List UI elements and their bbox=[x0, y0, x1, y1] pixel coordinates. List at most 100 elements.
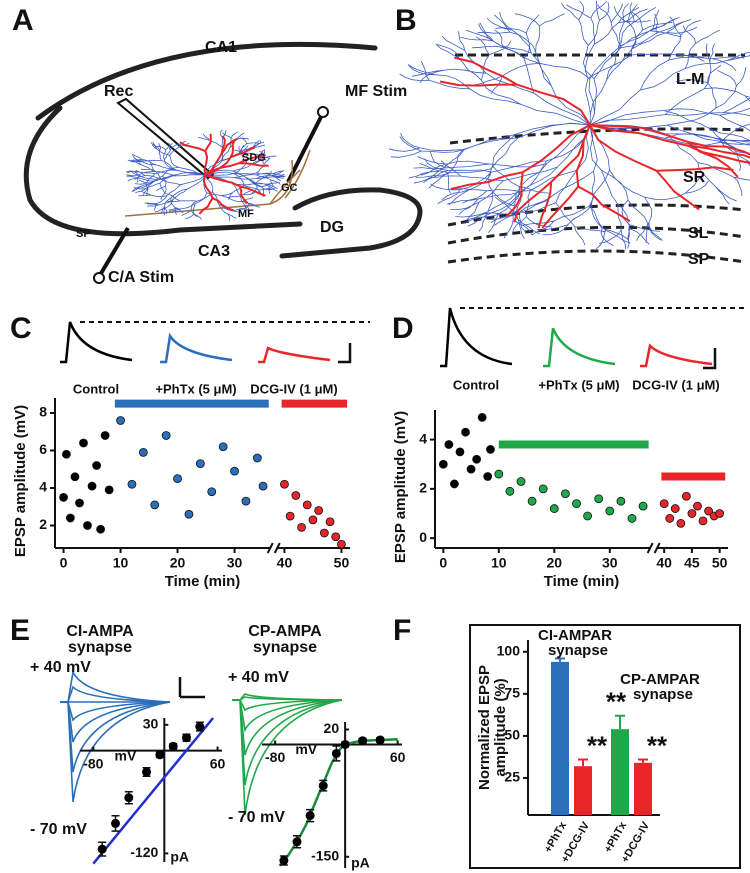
data-point bbox=[358, 736, 368, 746]
label: - 70 mV bbox=[228, 809, 285, 826]
label: synapse bbox=[633, 686, 693, 703]
data-point bbox=[472, 454, 482, 464]
data-point bbox=[698, 516, 708, 526]
data-point bbox=[79, 438, 88, 448]
data-point bbox=[111, 818, 120, 828]
label: MF bbox=[238, 208, 254, 220]
label: Time (min) bbox=[544, 573, 620, 590]
label: 10 bbox=[491, 555, 507, 571]
data-point bbox=[704, 506, 713, 516]
data-point bbox=[681, 491, 691, 501]
label: Rec bbox=[104, 83, 133, 100]
bar bbox=[551, 661, 569, 815]
label: 30 bbox=[143, 716, 159, 732]
epsp-trace bbox=[640, 343, 713, 368]
axis-break-gap bbox=[649, 544, 658, 552]
data-point bbox=[466, 464, 476, 474]
label: C/A Stim bbox=[108, 269, 174, 286]
label: 20 bbox=[324, 720, 340, 736]
label: synapse bbox=[253, 639, 317, 656]
label: synapse bbox=[68, 639, 132, 656]
label: -80 bbox=[83, 755, 103, 771]
data-point bbox=[150, 500, 160, 510]
label: C bbox=[10, 312, 32, 345]
label: 4 bbox=[419, 430, 427, 446]
iv-traces bbox=[60, 669, 343, 816]
label: 40 bbox=[656, 555, 672, 571]
scale-bars bbox=[178, 343, 717, 699]
label: ** bbox=[647, 730, 668, 760]
epsp-trace bbox=[440, 307, 513, 368]
data-point bbox=[319, 528, 329, 538]
data-point bbox=[461, 427, 470, 437]
data-point bbox=[104, 485, 114, 495]
label: synapse bbox=[548, 642, 608, 659]
label: Control bbox=[453, 377, 499, 392]
data-point bbox=[70, 472, 80, 482]
data-point bbox=[258, 481, 268, 491]
data-point bbox=[308, 515, 318, 525]
label: E bbox=[10, 614, 30, 647]
current-trace bbox=[232, 699, 343, 756]
data-point bbox=[62, 449, 71, 459]
data-point bbox=[100, 431, 110, 440]
data-point bbox=[572, 499, 581, 509]
dendrites-red bbox=[439, 56, 750, 229]
label: CP-AMPAR bbox=[620, 671, 700, 688]
data-point bbox=[83, 521, 92, 530]
data-point bbox=[127, 479, 137, 489]
dendrites bbox=[388, 0, 750, 250]
label: Time (min) bbox=[165, 573, 241, 590]
data-point bbox=[65, 513, 75, 523]
label: 4 bbox=[39, 479, 47, 495]
current-trace bbox=[60, 669, 171, 703]
label: CI-AMPAR bbox=[538, 627, 612, 644]
label: CA3 bbox=[198, 243, 230, 260]
data-point bbox=[280, 479, 289, 489]
data-point bbox=[516, 477, 526, 486]
data-point bbox=[477, 412, 487, 422]
data-point bbox=[638, 501, 648, 511]
label: 30 bbox=[227, 555, 243, 571]
label: SP bbox=[76, 228, 91, 240]
label: 25 bbox=[504, 769, 520, 785]
label: 100 bbox=[497, 642, 521, 658]
current-trace bbox=[232, 699, 343, 733]
data-point bbox=[616, 496, 626, 506]
data-point bbox=[438, 459, 448, 469]
data-point bbox=[155, 750, 165, 760]
data-point bbox=[561, 489, 570, 499]
label: 60 bbox=[210, 755, 226, 771]
data-point bbox=[325, 517, 335, 527]
label: 0 bbox=[439, 555, 447, 571]
error-bar bbox=[578, 758, 588, 767]
error-bar bbox=[615, 714, 625, 730]
current-trace bbox=[232, 699, 343, 816]
data-point bbox=[241, 496, 251, 506]
data-point bbox=[486, 445, 495, 454]
label: mV bbox=[115, 747, 137, 763]
data-point bbox=[693, 501, 702, 511]
data-point bbox=[168, 741, 178, 751]
label: GC bbox=[281, 182, 298, 194]
label: 75 bbox=[504, 685, 520, 701]
bar bbox=[574, 766, 592, 815]
panel-a-drawing bbox=[23, 41, 423, 259]
label: DCG-IV (1 μM) bbox=[632, 377, 719, 392]
data-point bbox=[142, 767, 152, 777]
label: Normalized EPSP bbox=[476, 665, 493, 790]
label: 50 bbox=[334, 555, 350, 571]
data-point bbox=[285, 511, 295, 521]
panel-b-layers bbox=[447, 53, 746, 264]
data-point bbox=[291, 491, 301, 500]
label: 0 bbox=[60, 555, 68, 571]
label: DG bbox=[320, 219, 344, 236]
epsp-trace bbox=[60, 321, 133, 364]
label: DCG-IV (1 μM) bbox=[250, 381, 337, 396]
label: 10 bbox=[113, 555, 129, 571]
label: pA bbox=[351, 855, 370, 871]
label: Control bbox=[73, 381, 119, 396]
label: 6 bbox=[39, 441, 47, 457]
data-point bbox=[279, 856, 289, 866]
label: ** bbox=[606, 687, 627, 717]
